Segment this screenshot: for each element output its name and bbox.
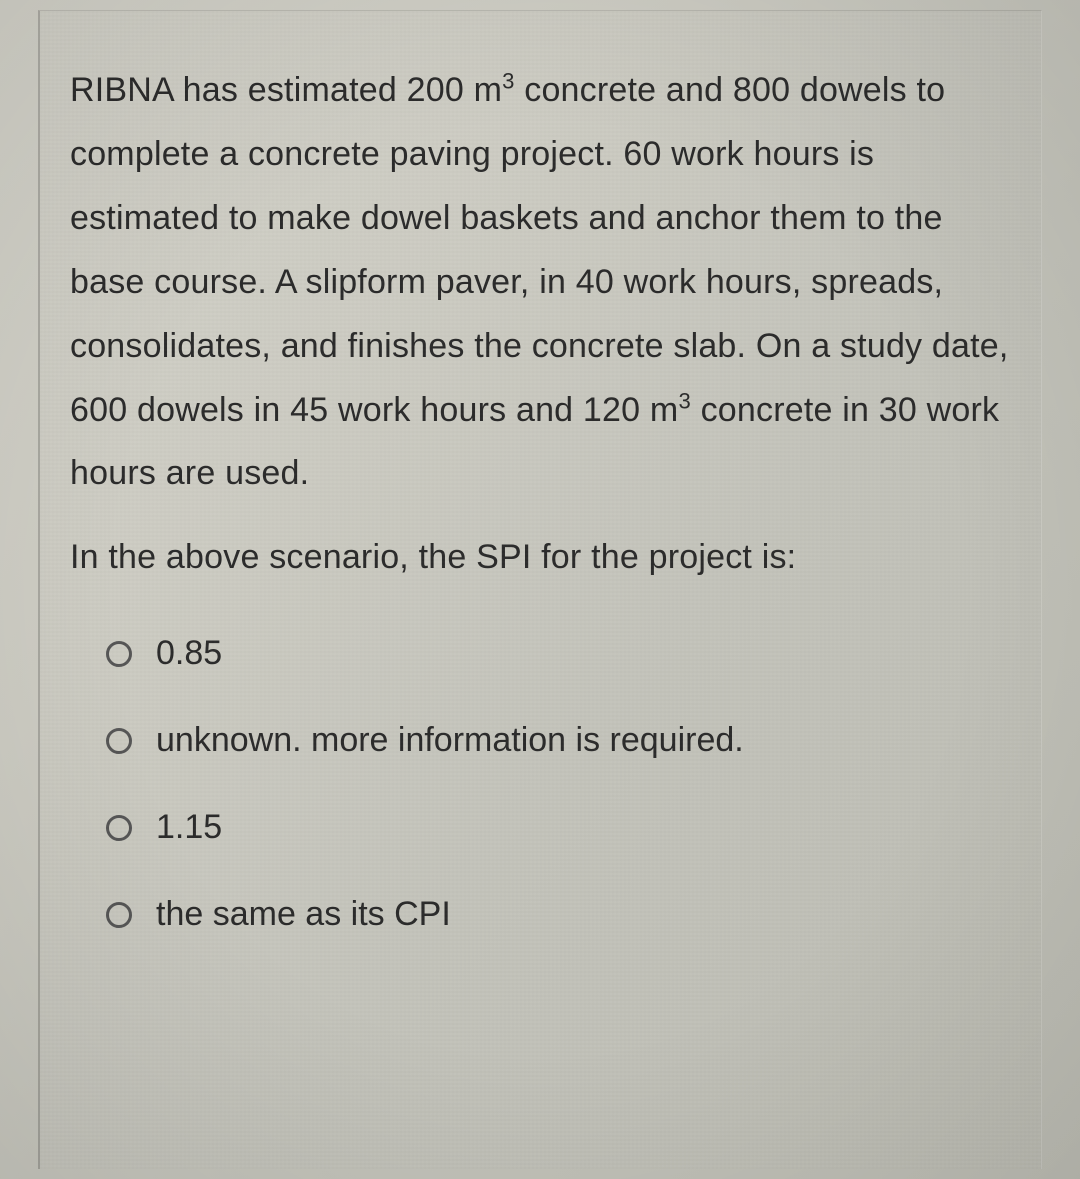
radio-icon[interactable] bbox=[106, 641, 132, 667]
option-label: the same as its CPI bbox=[156, 895, 451, 934]
option-1[interactable]: unknown. more information is required. bbox=[106, 721, 1011, 760]
option-label: 1.15 bbox=[156, 808, 222, 847]
question-paragraph-1: RIBNA has estimated 200 m3 concrete and … bbox=[70, 59, 1011, 506]
option-3[interactable]: the same as its CPI bbox=[106, 895, 1011, 934]
question-paragraph-2: In the above scenario, the SPI for the p… bbox=[70, 526, 1011, 590]
option-label: unknown. more information is required. bbox=[156, 721, 744, 760]
options-list: 0.85 unknown. more information is requir… bbox=[70, 634, 1011, 934]
option-2[interactable]: 1.15 bbox=[106, 808, 1011, 847]
radio-icon[interactable] bbox=[106, 902, 132, 928]
question-panel: RIBNA has estimated 200 m3 concrete and … bbox=[38, 10, 1042, 1169]
question-body: RIBNA has estimated 200 m3 concrete and … bbox=[70, 59, 1011, 590]
option-0[interactable]: 0.85 bbox=[106, 634, 1011, 673]
option-label: 0.85 bbox=[156, 634, 222, 673]
radio-icon[interactable] bbox=[106, 728, 132, 754]
radio-icon[interactable] bbox=[106, 815, 132, 841]
